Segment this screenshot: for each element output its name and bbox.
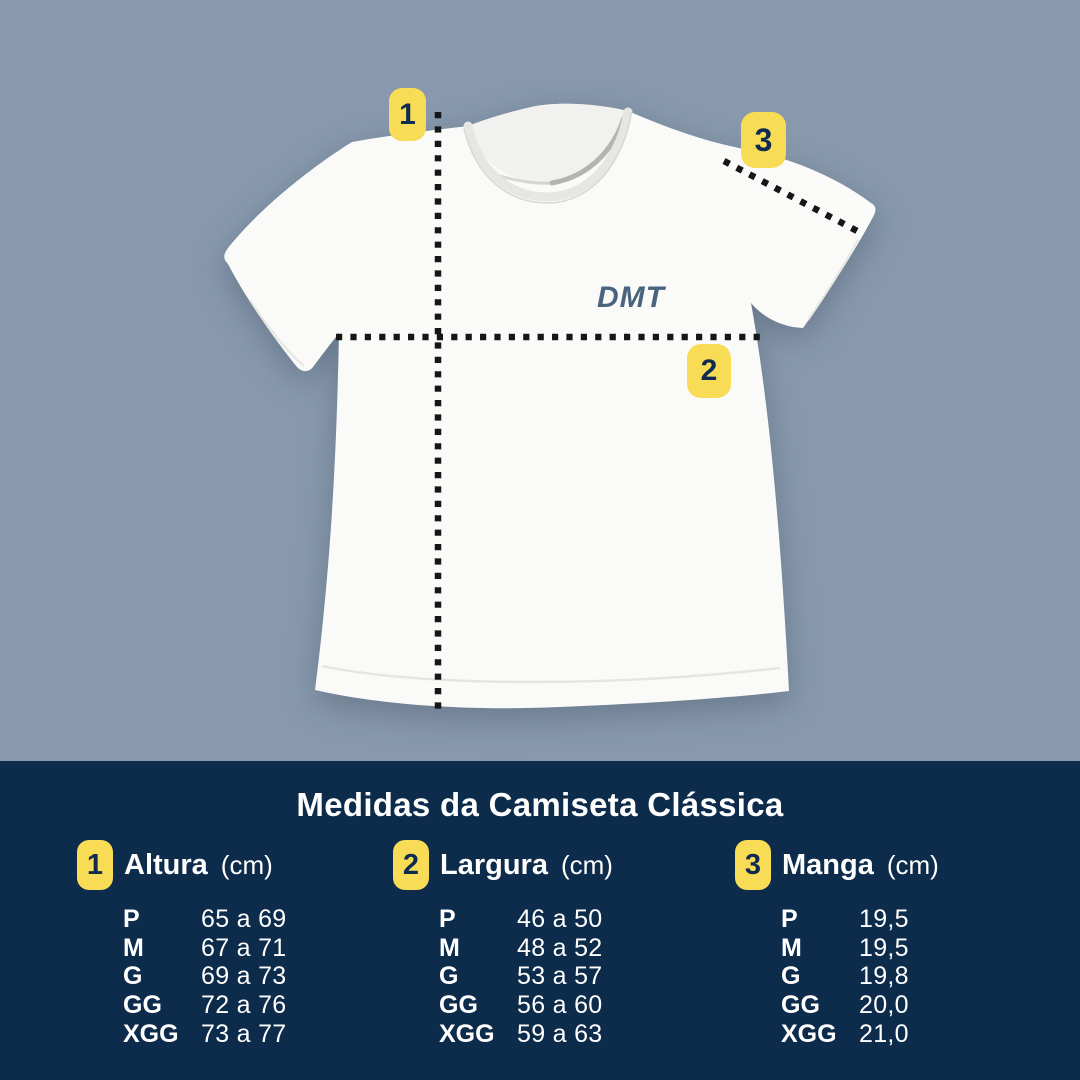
- size-label: P: [781, 905, 798, 933]
- size-value: 21,0: [859, 1019, 909, 1048]
- collar-seam: [463, 111, 632, 204]
- panel-title: Medidas da Camiseta Clássica: [296, 786, 784, 823]
- size-label: M: [439, 933, 460, 962]
- size-value: 72 a 76: [201, 991, 287, 1020]
- measure-marker-2: 2: [687, 344, 731, 398]
- column-unit: (cm): [560, 849, 613, 880]
- column-header: 1 Altura (cm): [77, 840, 389, 890]
- size-value: 59 a 63: [517, 1019, 603, 1048]
- size-label: XGG: [781, 1019, 837, 1048]
- size-label: XGG: [439, 1019, 495, 1048]
- size-value: 69 a 73: [201, 962, 287, 991]
- column-badge-1: 1: [77, 840, 113, 890]
- size-table: P 19,5 M 19,5 G 19,8 GG 20,0 XGG 21,0: [735, 905, 1047, 1049]
- size-label: P: [123, 905, 140, 933]
- size-label: G: [781, 962, 801, 991]
- collar-shadow-soft: [498, 174, 554, 185]
- size-value: 53 a 57: [517, 962, 603, 991]
- column-name: Altura: [124, 848, 208, 881]
- size-label: GG: [439, 991, 478, 1020]
- sleeve-dotted-line: [722, 158, 863, 236]
- size-value: 65 a 69: [201, 905, 287, 933]
- column-unit: (cm): [886, 849, 939, 880]
- size-value: 46 a 50: [517, 905, 603, 933]
- hem-seam: [321, 664, 781, 684]
- size-value: 73 a 77: [201, 1019, 287, 1048]
- column-manga: 3 Manga (cm) P 19,5 M 19,5 G 19,8 GG 20,…: [735, 840, 1047, 1049]
- column-badge-3: 3: [735, 840, 771, 890]
- column-badge-2: 2: [393, 840, 429, 890]
- size-label: GG: [123, 991, 162, 1020]
- size-table: P 65 a 69 M 67 a 71 G 69 a 73 GG 72 a 76…: [77, 905, 389, 1049]
- shirt-chest-logo: DMT: [597, 281, 665, 314]
- left-sleeve-seam: [249, 299, 305, 367]
- measure-marker-3: 3: [741, 112, 786, 168]
- size-label: G: [123, 962, 143, 991]
- measure-marker-1: 1: [389, 88, 426, 141]
- size-value: 56 a 60: [517, 991, 603, 1020]
- column-name: Largura: [440, 848, 548, 881]
- measurement-lines: [336, 112, 863, 710]
- size-value: 19,5: [859, 905, 909, 933]
- tshirt-body: [224, 103, 876, 709]
- column-header: 2 Largura (cm): [393, 840, 705, 890]
- size-value: 19,8: [859, 962, 909, 991]
- size-label: M: [781, 933, 802, 962]
- size-value: 20,0: [859, 991, 909, 1020]
- column-unit: (cm): [220, 849, 273, 880]
- size-value: 19,5: [859, 933, 909, 962]
- collar-band: [463, 107, 633, 202]
- size-label: XGG: [123, 1019, 179, 1048]
- size-label: GG: [781, 991, 820, 1020]
- size-table: P 46 a 50 M 48 a 52 G 53 a 57 GG 56 a 60…: [393, 905, 705, 1049]
- measurements-panel: Medidas da Camiseta Clássica 1 Altura (c…: [0, 761, 1080, 1080]
- column-name: Manga: [782, 848, 874, 881]
- column-header: 3 Manga (cm): [735, 840, 1047, 890]
- tshirt-illustration: [224, 103, 876, 710]
- size-value: 67 a 71: [201, 933, 287, 962]
- right-sleeve-seam: [807, 239, 859, 321]
- collar-opening: [468, 103, 628, 184]
- column-largura: 2 Largura (cm) P 46 a 50 M 48 a 52 G 53 …: [393, 840, 705, 1049]
- size-label: G: [439, 962, 459, 991]
- size-value: 48 a 52: [517, 933, 603, 962]
- size-label: M: [123, 933, 144, 962]
- tshirt-shape: [224, 103, 876, 709]
- column-altura: 1 Altura (cm) P 65 a 69 M 67 a 71 G 69 a…: [77, 840, 389, 1049]
- size-label: P: [439, 905, 456, 933]
